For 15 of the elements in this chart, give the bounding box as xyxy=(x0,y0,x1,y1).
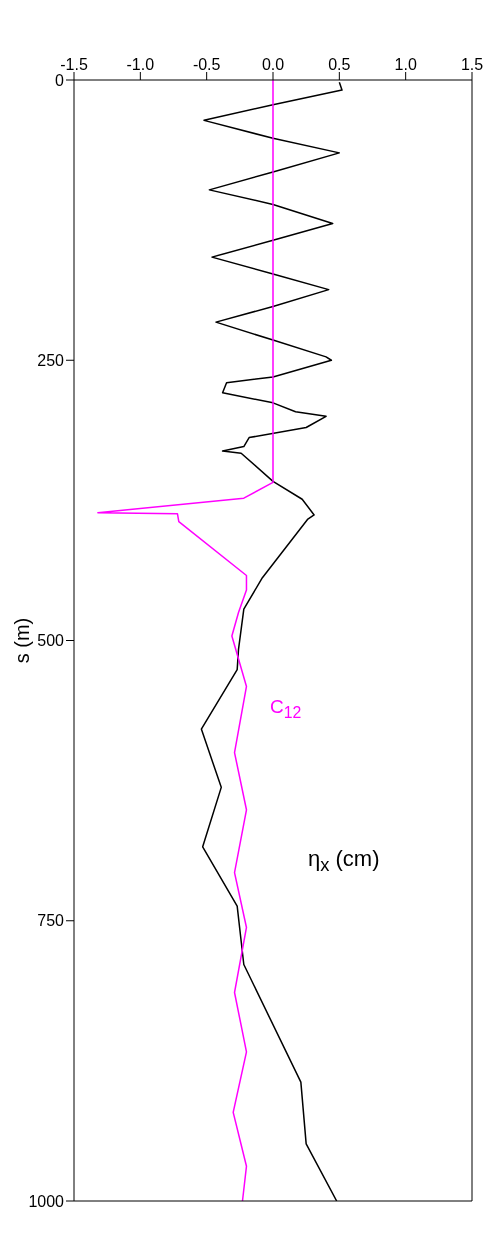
y-tick-label: 750 xyxy=(37,912,65,930)
y-tick-label: 0 xyxy=(55,71,65,89)
y-tick-label: 250 xyxy=(37,351,65,369)
x-tick-label: -1.5 xyxy=(60,56,88,73)
y-tick-label: 500 xyxy=(37,632,65,650)
x-tick-label: -0.5 xyxy=(192,56,221,73)
x-tick-label: 1.5 xyxy=(460,56,484,73)
x-tick-label: 1.0 xyxy=(394,56,417,73)
text: η$_{x}$ (cm) xyxy=(308,846,380,877)
x-tick-label: 0.0 xyxy=(261,56,285,73)
x-tick-label: -1.0 xyxy=(126,56,155,73)
x-tick-label: 0.5 xyxy=(328,56,351,73)
y-axis-title: s (m) xyxy=(11,617,34,664)
series-label: C$_{12}$ xyxy=(270,696,302,722)
y-tick-label: 1000 xyxy=(28,1192,65,1210)
